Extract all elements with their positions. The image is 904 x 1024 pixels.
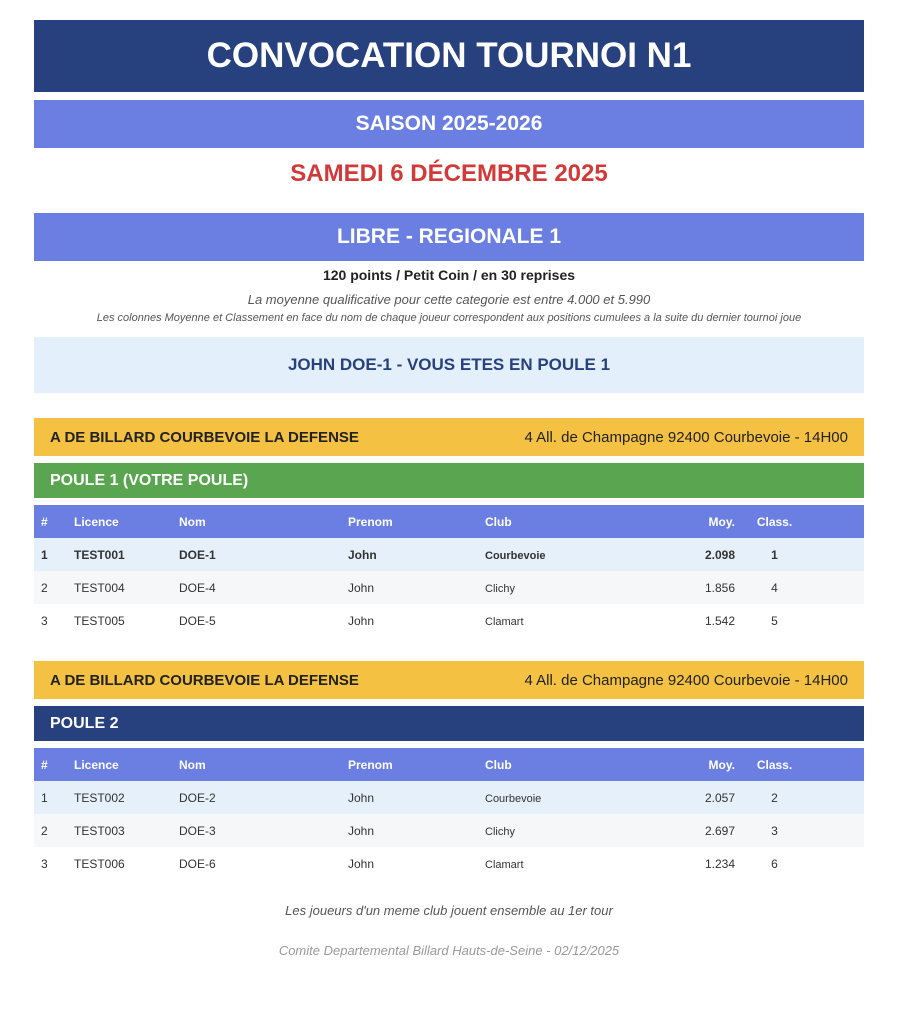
table-cell: DOE-4 — [179, 571, 348, 604]
table-cell: TEST001 — [74, 538, 179, 571]
poule-title: POULE 2 — [34, 706, 864, 741]
column-header: Class. — [735, 505, 864, 538]
qualifying-average: La moyenne qualificative pour cette cate… — [247, 292, 651, 307]
table-cell: TEST003 — [74, 814, 179, 847]
table-cell: John — [348, 847, 485, 880]
column-header: Class. — [735, 748, 864, 781]
table-cell: Clichy — [485, 571, 675, 604]
table-cell: DOE-2 — [179, 781, 348, 814]
table-row: 2 TEST004 DOE-4 John Clichy 1.856 4 — [34, 571, 864, 604]
table-cell: 2.098 — [675, 538, 735, 571]
table-row: 1 TEST001 DOE-1 John Courbevoie 2.098 1 — [34, 538, 864, 571]
poule-table: # Licence Nom Prenom Club Moy. Class. 1 TEST002 D… — [34, 748, 864, 880]
table-cell: 5 — [735, 604, 864, 637]
table-cell: 1 — [34, 781, 74, 814]
columns-note: Les colonnes Moyenne et Classement en fa… — [96, 312, 802, 324]
footer-note: Les joueurs d'un meme club jouent ensemb… — [285, 903, 613, 918]
footer-credit: Comite Departemental Billard Hauts-de-Se… — [278, 943, 620, 958]
table-cell: 4 — [735, 571, 864, 604]
table-cell: 3 — [34, 604, 74, 637]
table-cell: 3 — [735, 814, 864, 847]
table-cell: DOE-5 — [179, 604, 348, 637]
table-cell: 1.856 — [675, 571, 735, 604]
season-banner: SAISON 2025-2026 — [34, 100, 864, 148]
column-header: Prenom — [348, 505, 485, 538]
page-title: CONVOCATION TOURNOI N1 — [34, 20, 864, 92]
table-cell: 2 — [735, 781, 864, 814]
column-header: Moy. — [675, 505, 735, 538]
column-header: Licence — [74, 505, 179, 538]
table-cell: 2.697 — [675, 814, 735, 847]
table-cell: 2.057 — [675, 781, 735, 814]
column-header: Club — [485, 505, 675, 538]
poule-table: # Licence Nom Prenom Club Moy. Class. 1 TEST001 D… — [34, 505, 864, 637]
table-cell: John — [348, 781, 485, 814]
column-header: Nom — [179, 505, 348, 538]
venue-name: A DE BILLARD COURBEVOIE LA DEFENSE — [50, 428, 359, 446]
table-cell: 6 — [735, 847, 864, 880]
venue-bar: A DE BILLARD COURBEVOIE LA DEFENSE 4 All… — [34, 418, 864, 456]
venue-address: 4 All. de Champagne 92400 Courbevoie - 1… — [524, 671, 848, 689]
column-header: Nom — [179, 748, 348, 781]
table-row: 1 TEST002 DOE-2 John Courbevoie 2.057 2 — [34, 781, 864, 814]
column-header: Moy. — [675, 748, 735, 781]
venue-bar: A DE BILLARD COURBEVOIE LA DEFENSE 4 All… — [34, 661, 864, 699]
column-header: # — [34, 505, 74, 538]
venue-name: A DE BILLARD COURBEVOIE LA DEFENSE — [50, 671, 359, 689]
table-cell: TEST004 — [74, 571, 179, 604]
column-header: # — [34, 748, 74, 781]
tournament-date: SAMEDI 6 DÉCEMBRE 2025 — [290, 160, 608, 187]
column-header: Prenom — [348, 748, 485, 781]
table-cell: John — [348, 571, 485, 604]
game-conditions: 120 points / Petit Coin / en 30 reprises — [322, 267, 576, 283]
venue-address: 4 All. de Champagne 92400 Courbevoie - 1… — [524, 428, 848, 446]
table-cell: Courbevoie — [485, 538, 675, 571]
table-cell: 1.542 — [675, 604, 735, 637]
table-cell: Clichy — [485, 814, 675, 847]
table-row: 3 TEST006 DOE-6 John Clamart 1.234 6 — [34, 847, 864, 880]
table-cell: 2 — [34, 814, 74, 847]
column-header: Club — [485, 748, 675, 781]
table-cell: Courbevoie — [485, 781, 675, 814]
table-cell: DOE-6 — [179, 847, 348, 880]
category-banner: LIBRE - REGIONALE 1 — [34, 213, 864, 261]
table-cell: Clamart — [485, 604, 675, 637]
table-header: # Licence Nom Prenom Club Moy. Class. — [34, 748, 864, 781]
column-header: Licence — [74, 748, 179, 781]
table-cell: DOE-3 — [179, 814, 348, 847]
table-cell: 1 — [34, 538, 74, 571]
table-cell: TEST006 — [74, 847, 179, 880]
table-cell: John — [348, 814, 485, 847]
table-cell: DOE-1 — [179, 538, 348, 571]
table-cell: Clamart — [485, 847, 675, 880]
table-cell: 1 — [735, 538, 864, 571]
table-header: # Licence Nom Prenom Club Moy. Class. — [34, 505, 864, 538]
table-cell: John — [348, 538, 485, 571]
table-cell: 3 — [34, 847, 74, 880]
table-cell: John — [348, 604, 485, 637]
table-cell: TEST002 — [74, 781, 179, 814]
table-cell: 1.234 — [675, 847, 735, 880]
table-cell: TEST005 — [74, 604, 179, 637]
poule-title: POULE 1 (VOTRE POULE) — [34, 463, 864, 498]
table-row: 2 TEST003 DOE-3 John Clichy 2.697 3 — [34, 814, 864, 847]
table-cell: 2 — [34, 571, 74, 604]
table-row: 3 TEST005 DOE-5 John Clamart 1.542 5 — [34, 604, 864, 637]
player-banner: JOHN DOE-1 - VOUS ETES EN POULE 1 — [34, 337, 864, 393]
